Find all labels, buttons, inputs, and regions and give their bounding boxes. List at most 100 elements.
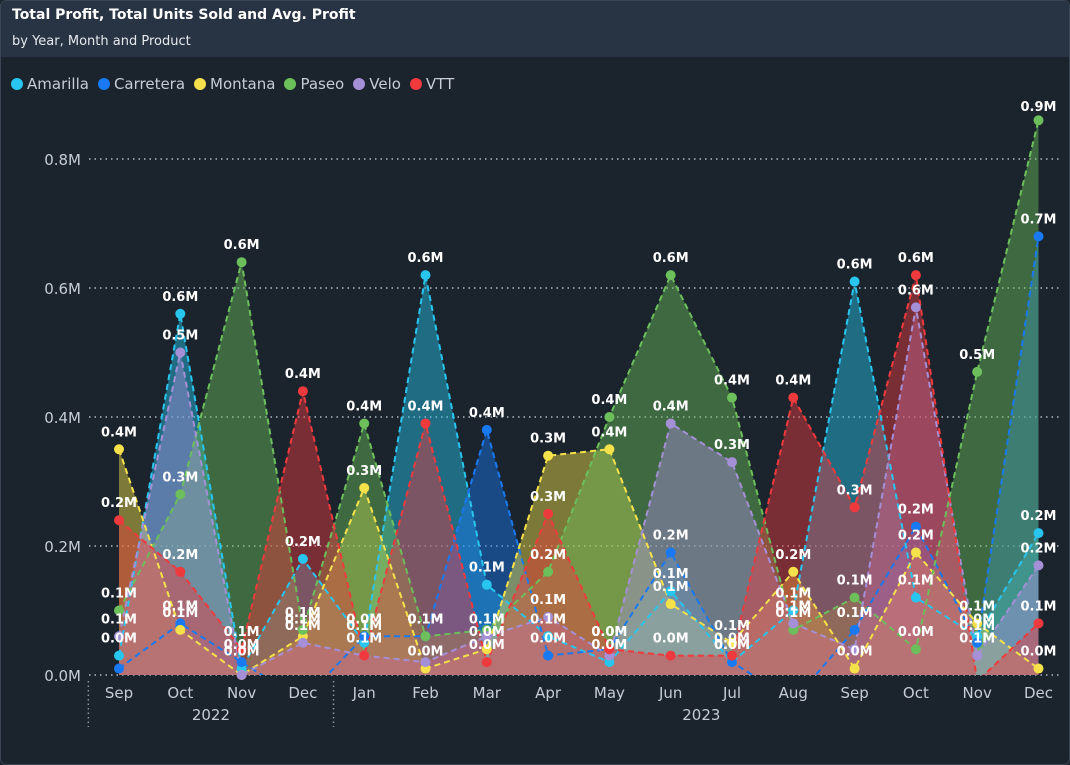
point-amarilla [1033, 528, 1044, 539]
data-label-paseo: 0.2M [530, 548, 566, 563]
data-label-montana: 0.1M [653, 580, 689, 595]
point-amarilla [175, 308, 186, 319]
data-label-velo: 0.1M [285, 619, 321, 634]
x-tick-label: May [594, 684, 625, 702]
series-lines [118, 120, 1040, 675]
data-label-amarilla: 0.1M [346, 619, 382, 634]
legend-label-velo: Velo [369, 75, 401, 93]
x-tick-label: Jun [658, 684, 682, 702]
x-tick-label: Dec [288, 684, 317, 702]
line-velo [118, 307, 1040, 675]
x-tick-label: Aug [779, 684, 808, 702]
point-montana [910, 547, 921, 558]
point-paseo [972, 366, 983, 377]
x-tick-label: Oct [167, 684, 193, 702]
legend-dot-montana [194, 78, 207, 90]
legend-item-montana[interactable]: Montana [194, 75, 275, 93]
x-tick-label: Jul [722, 684, 741, 702]
x-tick-label: Nov [227, 684, 256, 702]
point-carretera [665, 547, 676, 558]
data-label-amarilla: 0.2M [285, 535, 321, 550]
data-label-amarilla: 0.1M [898, 574, 934, 589]
data-label-amarilla: 0.1M [775, 587, 811, 602]
point-vtt [849, 502, 860, 513]
point-carretera [849, 624, 860, 635]
chart-header: Total Profit, Total Units Sold and Avg. … [1, 1, 1069, 57]
point-montana [175, 624, 186, 635]
data-label-paseo: 0.1M [775, 606, 811, 621]
legend-item-carretera[interactable]: Carretera [97, 75, 186, 93]
data-label-carretera: 0.4M [469, 406, 505, 421]
data-label-velo: 0.1M [530, 593, 566, 608]
data-label-carretera: 0.2M [898, 503, 934, 518]
data-label-vtt: 0.3M [530, 490, 566, 505]
area-amarilla [119, 275, 1039, 675]
legend-item-amarilla[interactable]: Amarilla [11, 75, 89, 93]
data-label-velo: 0.5M [162, 329, 198, 344]
legend-dot-paseo [284, 78, 297, 90]
data-labels: 0.0M0.6M0.0M0.2M0.1M0.6M0.1M0.1M0.0M0.1M… [101, 100, 1056, 660]
data-label-carretera: 0.0M [530, 632, 566, 647]
legend-dot-amarilla [11, 78, 23, 90]
point-paseo [420, 631, 431, 642]
data-label-amarilla: 0.0M [714, 638, 750, 653]
line-paseo [118, 120, 1040, 652]
point-vtt [420, 418, 431, 429]
data-label-montana: 0.1M [162, 606, 198, 621]
x-tick-label: Oct [903, 684, 929, 702]
point-carretera [359, 631, 370, 642]
data-label-montana: 0.2M [775, 548, 811, 563]
point-vtt [910, 270, 921, 281]
point-vtt [481, 657, 492, 668]
data-label-paseo: 0.1M [101, 587, 137, 602]
legend: Amarilla Carretera Montana Paseo Velo VT… [11, 75, 463, 93]
series-points [114, 115, 1044, 680]
data-label-carretera: 0.0M [346, 612, 382, 627]
point-vtt [543, 508, 554, 519]
point-carretera [114, 663, 124, 674]
point-paseo [849, 592, 860, 603]
data-label-amarilla: 0.2M [1021, 509, 1057, 524]
x-tick-label: Nov [963, 684, 992, 702]
area-paseo [119, 120, 1039, 675]
point-velo [849, 644, 860, 655]
data-label-vtt: 0.0M [714, 632, 750, 647]
data-label-vtt: 0.6M [898, 251, 934, 266]
area-montana [119, 449, 1039, 675]
data-label-amarilla: 0.6M [837, 258, 873, 273]
point-paseo [236, 257, 247, 268]
data-label-vtt: 0.0M [469, 638, 505, 653]
point-carretera [236, 657, 247, 668]
data-label-paseo: 0.4M [591, 393, 627, 408]
data-label-velo: 0.1M [469, 612, 505, 627]
data-label-paseo: 0.1M [408, 612, 444, 627]
point-vtt [604, 644, 615, 655]
area-carretera [119, 236, 1039, 675]
point-vtt [297, 386, 308, 397]
data-label-amarilla: 0.6M [408, 251, 444, 266]
legend-item-paseo[interactable]: Paseo [284, 75, 344, 93]
point-velo [1033, 560, 1044, 571]
data-label-velo: 0.1M [959, 632, 995, 647]
y-tick-label: 0.2M [44, 538, 81, 556]
data-label-carretera: 0.1M [837, 606, 873, 621]
point-montana [1033, 663, 1044, 674]
point-amarilla [543, 631, 554, 642]
point-montana [481, 644, 492, 655]
area-velo [119, 307, 1039, 675]
point-montana [604, 444, 615, 455]
point-paseo [114, 605, 124, 616]
y-tick-label: 0.0M [44, 667, 81, 685]
point-amarilla [297, 553, 308, 564]
point-velo [420, 657, 431, 668]
x-tick-label: Sep [840, 684, 868, 702]
legend-dot-vtt [409, 78, 422, 90]
point-paseo [359, 418, 370, 429]
legend-label-carretera: Carretera [113, 75, 186, 93]
point-paseo [1033, 115, 1044, 126]
legend-item-velo[interactable]: Velo [353, 75, 401, 93]
legend-item-vtt[interactable]: VTT [409, 75, 454, 93]
data-label-vtt: 0.0M [591, 625, 627, 640]
data-label-velo: 0.1M [775, 599, 811, 614]
data-label-montana: 0.2M [898, 528, 934, 543]
